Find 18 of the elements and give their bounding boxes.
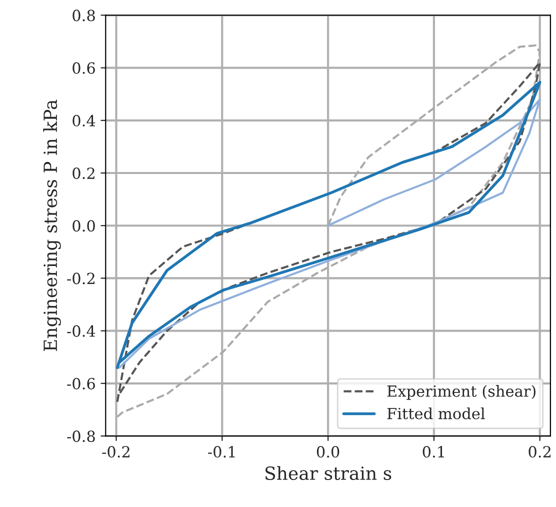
y-tick-label: 0.4 <box>72 114 96 126</box>
y-tick-label: -0.8 <box>67 430 95 442</box>
legend-label: Experiment (shear) <box>387 385 536 400</box>
y-tick-label: -0.2 <box>67 272 94 284</box>
y-axis-title: Engineering stress P in kPa <box>43 100 61 351</box>
legend-label: Fitted model <box>387 407 485 420</box>
y-tick-label: 0.6 <box>72 62 95 74</box>
x-tick-label: 0.2 <box>528 446 550 458</box>
x-tick-label: -0.1 <box>208 446 235 458</box>
y-tick-label: -0.6 <box>67 378 95 390</box>
y-tick-label: 0.8 <box>72 10 95 22</box>
y-tick-label: 0.2 <box>72 167 94 180</box>
x-tick-label: 0.1 <box>422 446 444 458</box>
y-tick-label: 0.0 <box>72 220 95 232</box>
x-tick-label: 0.0 <box>316 446 340 458</box>
x-axis-title: Shear strain s <box>265 466 392 480</box>
y-tick-label: -0.4 <box>67 325 96 337</box>
x-tick-label: -0.2 <box>102 446 130 458</box>
